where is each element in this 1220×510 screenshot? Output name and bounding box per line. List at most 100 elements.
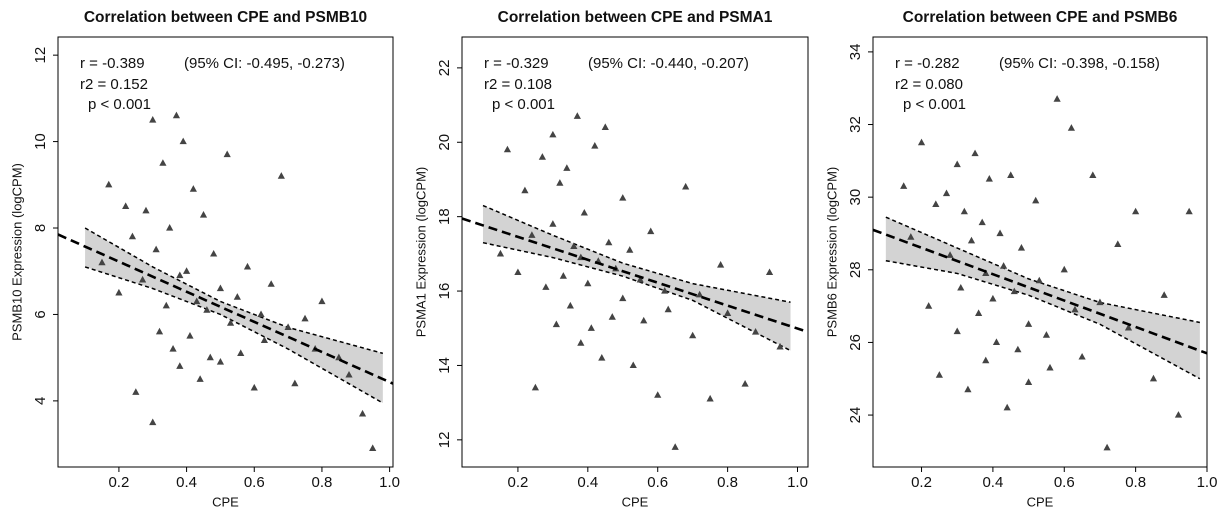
y-tick-label: 30 <box>847 189 864 206</box>
x-axis-label: CPE <box>212 494 239 509</box>
x-tick-label: 0.2 <box>507 474 528 491</box>
annotation: p < 0.001 <box>88 96 151 113</box>
data-point <box>1071 305 1079 313</box>
data-point <box>149 115 157 123</box>
data-point <box>996 229 1004 237</box>
data-point <box>978 218 986 226</box>
data-point <box>1046 363 1054 371</box>
data-point <box>1124 323 1133 331</box>
data-point <box>115 288 123 296</box>
data-point <box>122 202 130 210</box>
data-point <box>542 283 550 290</box>
data-point <box>549 130 557 138</box>
data-point <box>1010 287 1018 295</box>
x-tick-label: 0.8 <box>1125 474 1146 491</box>
data-point <box>199 211 208 218</box>
data-point <box>1007 171 1015 178</box>
data-point <box>496 249 505 257</box>
ci-lower-line <box>482 241 791 352</box>
data-point <box>559 272 567 279</box>
fit-line <box>57 233 394 385</box>
y-tick-label: 32 <box>847 116 864 133</box>
data-point <box>132 388 140 395</box>
y-tick-label: 20 <box>436 134 453 151</box>
data-point <box>142 206 150 214</box>
data-point <box>277 172 285 179</box>
plot-frame <box>461 36 809 468</box>
data-point <box>166 224 174 231</box>
y-tick-label: 6 <box>32 310 49 318</box>
y-tick-label: 4 <box>32 397 49 405</box>
y-tick-label: 10 <box>32 133 49 150</box>
data-point <box>982 356 990 364</box>
data-point <box>318 297 326 305</box>
data-point <box>573 112 581 119</box>
data-point <box>953 327 961 335</box>
y-tick-label: 18 <box>436 208 453 225</box>
annotation: r2 = 0.152 <box>80 76 148 93</box>
data-point <box>1014 345 1022 353</box>
data-point <box>193 297 201 305</box>
data-point <box>605 238 613 246</box>
ci-lower-line <box>84 266 384 404</box>
data-point <box>580 208 588 216</box>
data-point <box>503 145 512 153</box>
data-point <box>935 371 943 378</box>
data-point <box>946 251 954 258</box>
data-point <box>284 323 292 331</box>
annotation: r = -0.329 <box>484 55 549 72</box>
data-point <box>196 375 204 382</box>
data-point <box>629 361 637 369</box>
data-point <box>682 182 690 190</box>
data-point <box>1017 244 1026 251</box>
y-tick-label: 16 <box>436 283 453 300</box>
data-point <box>206 353 214 361</box>
data-point <box>172 111 181 119</box>
data-point <box>1149 374 1158 382</box>
data-point <box>917 138 926 146</box>
data-point <box>942 189 951 197</box>
x-tick-label: 0.8 <box>717 474 738 491</box>
data-point <box>216 357 225 365</box>
data-point <box>162 301 170 309</box>
data-point <box>636 275 644 283</box>
x-tick-label: 0.2 <box>911 474 932 491</box>
y-tick-label: 22 <box>436 60 453 77</box>
data-point <box>159 159 167 166</box>
data-point <box>1160 291 1168 298</box>
data-point <box>176 271 184 279</box>
data-point <box>549 220 557 227</box>
y-tick-label: 12 <box>32 47 49 64</box>
data-point <box>552 320 560 328</box>
data-point <box>257 310 265 318</box>
ci-upper-line <box>84 227 384 355</box>
panel: 0.2 0.4 0.6 0.8 1.0 24 26 28 30 32 34 Correlation b… <box>824 9 1217 509</box>
data-point <box>563 164 571 171</box>
data-point <box>577 339 585 346</box>
data-point <box>1103 443 1111 451</box>
plot-frame <box>872 36 1208 468</box>
data-point <box>179 137 187 145</box>
data-point <box>776 342 784 350</box>
panel: 0.2 0.4 0.6 0.8 1.0 12 14 16 18 20 22 Correlation b… <box>413 9 809 509</box>
data-point <box>1003 403 1011 411</box>
data-point <box>223 150 231 158</box>
data-point <box>724 309 732 316</box>
data-point <box>751 327 760 335</box>
data-point <box>226 319 235 326</box>
data-point <box>345 370 353 378</box>
data-point <box>640 316 648 324</box>
data-point <box>335 353 343 361</box>
chart-title: Correlation between CPE and PSMB10 <box>84 9 367 26</box>
annotation: r = -0.389 <box>80 55 145 72</box>
confidence-band <box>482 205 791 351</box>
data-point <box>1174 411 1183 418</box>
data-point <box>957 283 965 291</box>
data-point <box>514 268 522 276</box>
ci-upper-line <box>885 216 1201 324</box>
data-point <box>626 246 634 253</box>
x-tick-label: 0.6 <box>1054 474 1075 491</box>
y-axis-label: PSMA1 Expression (logCPM) <box>413 167 428 338</box>
y-tick-label: 34 <box>847 44 864 61</box>
